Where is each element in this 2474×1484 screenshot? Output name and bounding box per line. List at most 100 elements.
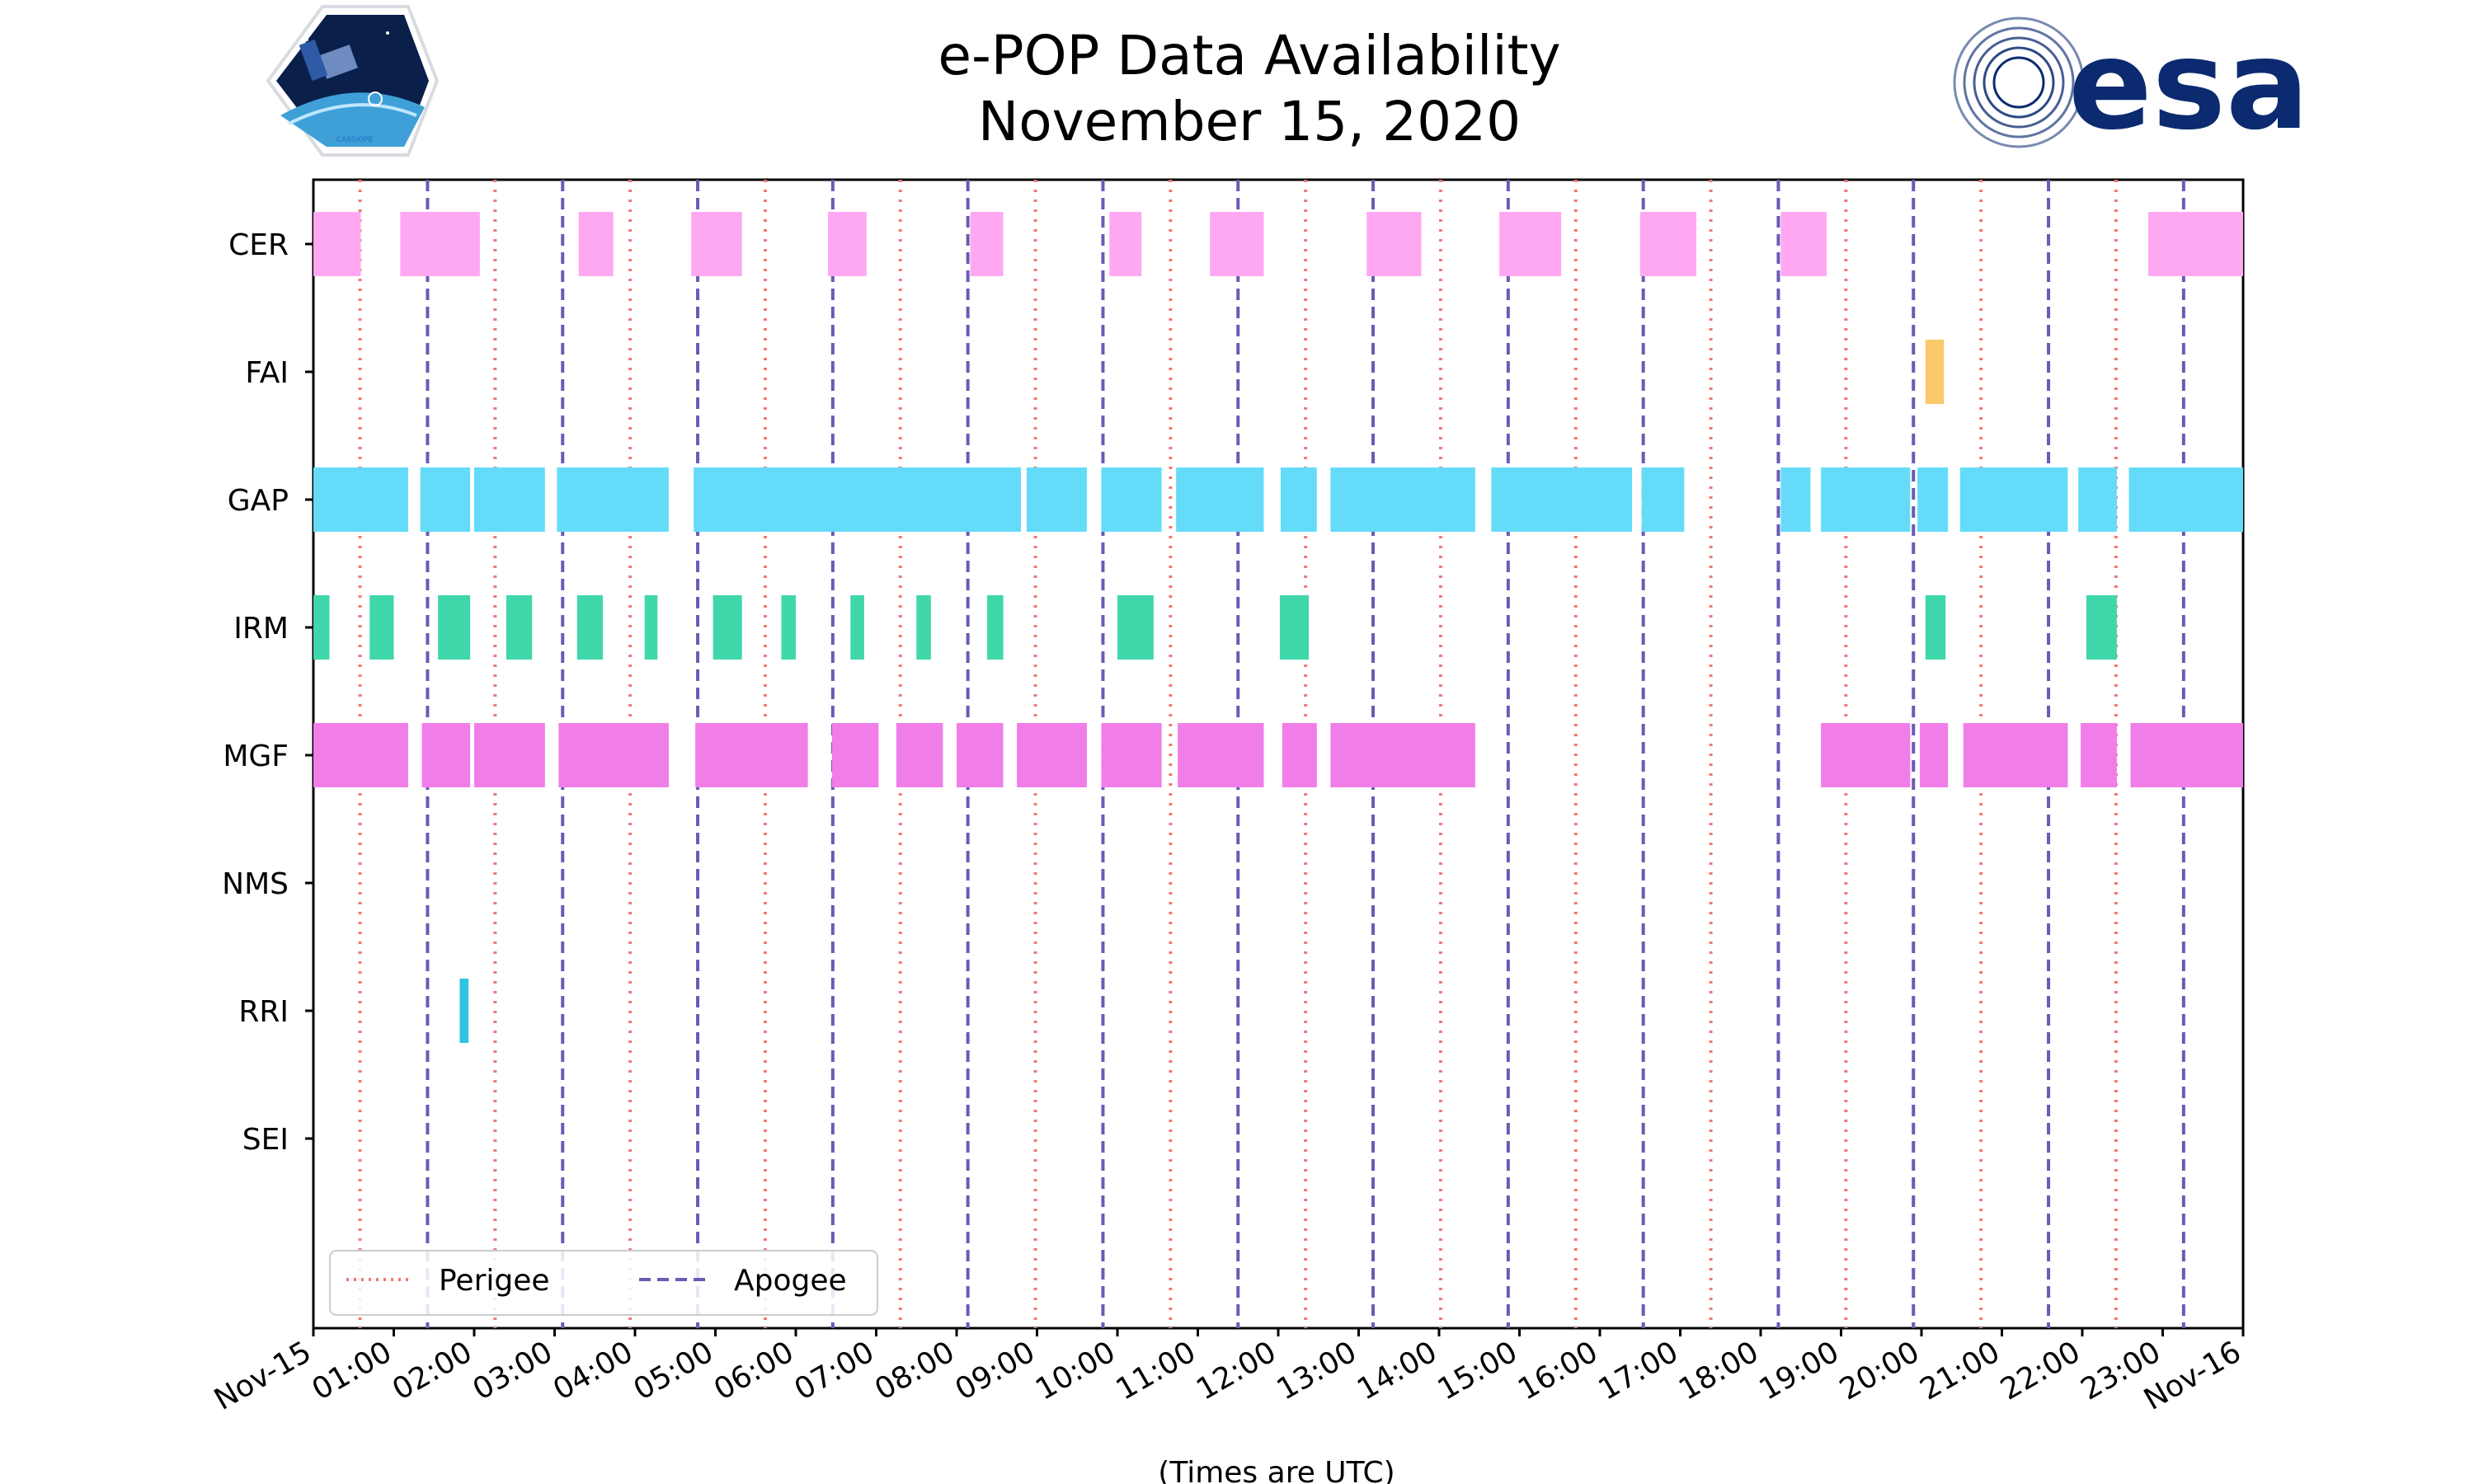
bar-gap xyxy=(1959,467,2068,532)
y-tick-label: MGF xyxy=(223,740,289,773)
x-tick-label: 02:00 xyxy=(387,1335,477,1407)
bar-gap xyxy=(1780,467,1811,532)
bar-irm xyxy=(506,595,533,660)
bar-gap xyxy=(557,467,669,532)
bar-gap xyxy=(313,467,409,532)
bar-mgf xyxy=(1178,723,1264,787)
bar-irm xyxy=(2086,595,2117,660)
bar-mgf xyxy=(474,723,545,787)
bar-mgf xyxy=(896,723,943,787)
y-axis: CER FAI GAP IRM MGF NMS RRI SEI xyxy=(222,228,313,1157)
bar-gap xyxy=(2078,467,2117,532)
bar-irm xyxy=(438,595,471,660)
bar-mgf xyxy=(1920,723,1949,787)
y-tick-label: IRM xyxy=(233,612,289,646)
bar-irm xyxy=(644,595,658,660)
legend-apogee-label: Apogee xyxy=(734,1264,847,1298)
bar-gap xyxy=(1641,467,1685,532)
x-tick-label: 15:00 xyxy=(1432,1335,1523,1407)
bar-mgf xyxy=(1282,723,1317,787)
x-axis-label: (Times are UTC) xyxy=(1158,1456,1395,1484)
bar-gap xyxy=(474,467,545,532)
bar-irm xyxy=(1117,595,1154,660)
bar-mgf xyxy=(2130,723,2243,787)
bar-irm xyxy=(781,595,796,660)
bar-cer xyxy=(970,212,1004,276)
bar-cer xyxy=(1210,212,1264,276)
bar-mgf xyxy=(1017,723,1087,787)
x-tick-label: 21:00 xyxy=(1915,1335,2006,1407)
bar-cer xyxy=(1639,212,1696,276)
x-tick-label: 11:00 xyxy=(1111,1335,1202,1407)
bar-gap xyxy=(1330,467,1475,532)
bar-cer xyxy=(1780,212,1827,276)
bar-mgf xyxy=(2081,723,2117,787)
bar-irm xyxy=(987,595,1004,660)
bar-cer xyxy=(2147,212,2243,276)
bar-mgf xyxy=(1963,723,2068,787)
x-tick-label: 22:00 xyxy=(1995,1335,2086,1407)
bar-irm xyxy=(916,595,931,660)
bar-gap xyxy=(1491,467,1632,532)
x-tick-label: 17:00 xyxy=(1593,1335,1684,1407)
bar-irm xyxy=(850,595,864,660)
x-tick-label: 08:00 xyxy=(869,1335,960,1407)
y-tick-label: FAI xyxy=(245,356,289,390)
bar-cer xyxy=(828,212,867,276)
bar-irm xyxy=(1925,595,1946,660)
bar-mgf xyxy=(831,723,879,787)
bar-gap xyxy=(1101,467,1162,532)
x-tick-label: Nov-15 xyxy=(209,1335,317,1417)
bar-gap xyxy=(1026,467,1087,532)
bar-mgf xyxy=(313,723,409,787)
x-tick-label: 06:00 xyxy=(708,1335,799,1407)
bar-cer xyxy=(313,212,361,276)
availability-bars xyxy=(313,212,2243,1043)
y-tick-label: SEI xyxy=(242,1123,289,1157)
bar-mgf xyxy=(957,723,1004,787)
bar-gap xyxy=(694,467,1021,532)
bar-gap xyxy=(1821,467,1911,532)
x-tick-label: 04:00 xyxy=(548,1335,638,1407)
x-tick-label: 13:00 xyxy=(1272,1335,1362,1407)
bar-cer xyxy=(1366,212,1422,276)
y-tick-label: NMS xyxy=(222,867,289,901)
bar-mgf xyxy=(1101,723,1162,787)
chart-title-line-1: e-POP Data Availability xyxy=(938,24,1560,87)
x-axis: Nov-1501:0002:0003:0004:0005:0006:0007:0… xyxy=(209,1328,2247,1417)
x-tick-label: 16:00 xyxy=(1512,1335,1603,1407)
x-tick-label: 05:00 xyxy=(628,1335,719,1407)
bar-irm xyxy=(1279,595,1310,660)
bar-cer xyxy=(578,212,614,276)
bar-cer xyxy=(1109,212,1142,276)
bar-gap xyxy=(1917,467,1949,532)
legend: Perigee Apogee xyxy=(329,1250,878,1316)
esa-logo-text: esa xyxy=(2068,14,2309,157)
x-tick-label: 12:00 xyxy=(1191,1335,1282,1407)
bar-gap xyxy=(1176,467,1264,532)
x-tick-label: 19:00 xyxy=(1754,1335,1845,1407)
y-tick-label: GAP xyxy=(228,484,289,518)
cassiope-mission-badge: CASSIOPE xyxy=(266,5,440,157)
bar-gap xyxy=(2128,467,2243,532)
x-tick-label: 01:00 xyxy=(307,1335,397,1407)
esa-swirl-icon xyxy=(1953,16,2085,148)
bar-mgf xyxy=(558,723,669,787)
y-tick-label: RRI xyxy=(238,995,289,1029)
x-tick-label: 09:00 xyxy=(950,1335,1041,1407)
x-tick-label: 07:00 xyxy=(789,1335,880,1407)
x-tick-label: 14:00 xyxy=(1352,1335,1442,1407)
bar-irm xyxy=(713,595,742,660)
x-tick-label: 10:00 xyxy=(1030,1335,1121,1407)
y-tick-label: CER xyxy=(228,228,289,262)
bar-rri xyxy=(459,979,469,1043)
bar-cer xyxy=(691,212,742,276)
bar-irm xyxy=(313,595,330,660)
cassiope-badge-text: CASSIOPE xyxy=(336,136,374,144)
chart-title-line-2: November 15, 2020 xyxy=(978,90,1521,153)
bar-cer xyxy=(400,212,480,276)
bar-fai xyxy=(1925,340,1945,404)
x-tick-label: 18:00 xyxy=(1673,1335,1764,1407)
bar-mgf xyxy=(695,723,808,787)
